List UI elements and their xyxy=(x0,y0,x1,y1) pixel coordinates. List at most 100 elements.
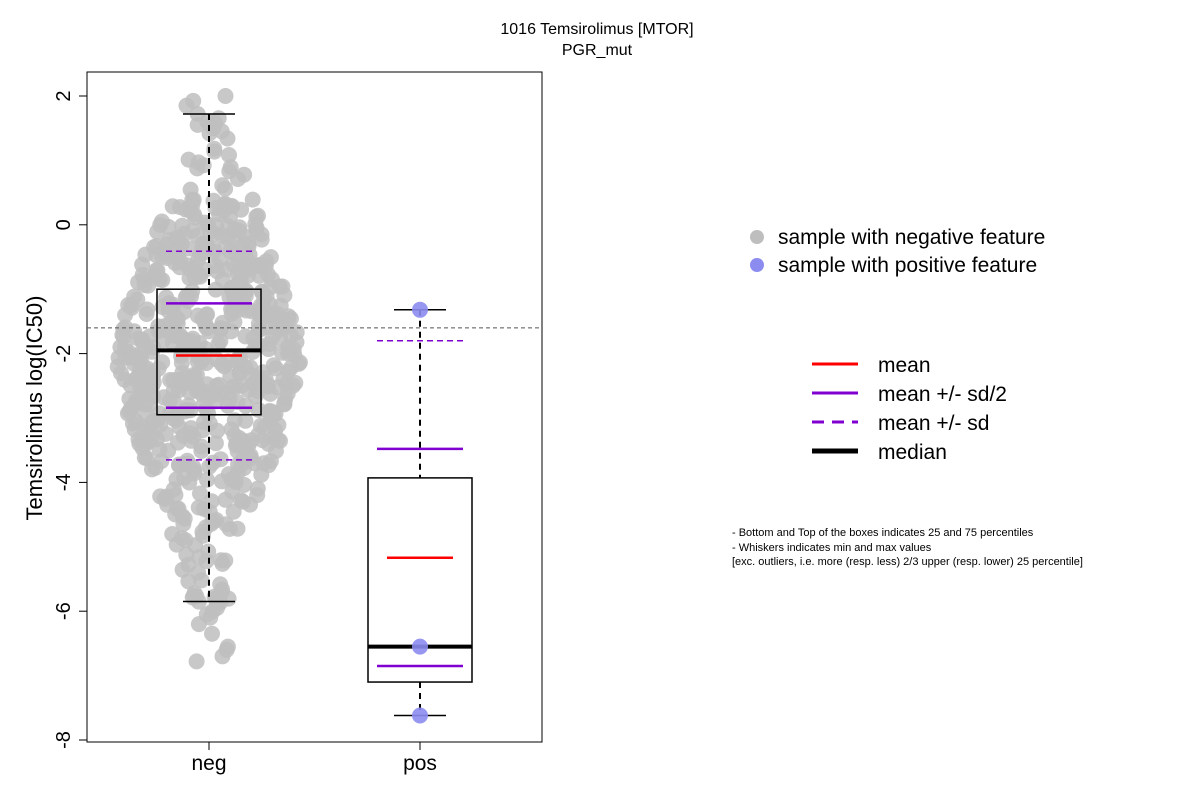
neg-sample-point xyxy=(272,297,289,314)
neg-sample-point xyxy=(195,157,212,174)
neg-sample-point xyxy=(207,435,224,452)
neg-sample-point xyxy=(130,330,147,347)
neg-sample-point xyxy=(176,225,193,242)
neg-sample-point xyxy=(210,376,227,393)
neg-sample-point xyxy=(193,572,210,589)
neg-sample-point xyxy=(172,199,188,216)
legend-point-marker xyxy=(750,258,764,272)
neg-sample-point xyxy=(231,222,248,239)
y-tick-label: -6 xyxy=(53,602,75,620)
neg-sample-point xyxy=(255,455,272,472)
neg-sample-point xyxy=(243,367,259,383)
neg-sample-point xyxy=(200,405,217,422)
neg-sample-point xyxy=(209,263,226,280)
neg-sample-point xyxy=(179,287,196,304)
neg-sample-point xyxy=(214,555,231,572)
neg-sample-point xyxy=(256,419,273,436)
neg-sample-point xyxy=(181,425,198,442)
y-tick-label: 2 xyxy=(53,90,75,101)
legend-line-label: mean +/- sd xyxy=(878,412,989,435)
neg-sample-point xyxy=(180,397,197,414)
neg-sample-point xyxy=(115,328,132,345)
neg-sample-point xyxy=(201,125,218,142)
neg-sample-point xyxy=(193,443,210,459)
neg-sample-point xyxy=(213,123,230,140)
y-tick-label: -4 xyxy=(53,474,75,492)
neg-sample-point xyxy=(188,653,205,670)
neg-sample-point xyxy=(197,261,214,278)
neg-sample-point xyxy=(253,231,270,248)
neg-sample-point xyxy=(178,97,195,114)
neg-sample-point xyxy=(267,443,284,459)
neg-sample-point xyxy=(185,588,202,605)
neg-sample-point xyxy=(204,625,220,642)
plot-area: -8 -6 -4 -2 0 2 neg pos xyxy=(53,71,543,775)
pos-sample-point xyxy=(412,301,428,318)
neg-sample-point xyxy=(135,433,152,450)
legend: sample with negative feature sample with … xyxy=(750,226,1045,464)
neg-sample-point xyxy=(239,382,256,398)
neg-sample-point xyxy=(110,349,127,366)
neg-sample-point xyxy=(232,350,249,367)
neg-sample-point xyxy=(213,473,230,490)
neg-sample-point xyxy=(254,432,271,449)
neg-sample-point xyxy=(224,483,241,500)
neg-sample-point xyxy=(153,453,170,470)
neg-sample-point xyxy=(178,546,195,563)
neg-sample-point xyxy=(148,262,165,279)
neg-sample-point xyxy=(274,278,291,295)
note-line-3: [exc. outliers, i.e. more (resp. less) 2… xyxy=(732,556,1083,568)
y-tick-label: -2 xyxy=(53,345,75,363)
neg-sample-point xyxy=(120,297,137,313)
chart-title: 1016 Temsirolimus [MTOR] xyxy=(500,21,693,38)
neg-sample-point xyxy=(223,280,240,297)
neg-sample-point xyxy=(260,307,277,324)
neg-sample-point xyxy=(258,253,275,270)
legend-point-marker xyxy=(750,230,764,244)
neg-sample-point xyxy=(164,335,181,352)
neg-sample-point xyxy=(201,458,218,475)
neg-sample-point xyxy=(207,393,224,410)
neg-sample-point xyxy=(277,390,294,407)
neg-sample-point xyxy=(258,288,275,305)
neg-sample-point xyxy=(238,302,255,319)
neg-sample-point xyxy=(265,404,282,421)
neg-sample-point xyxy=(233,266,250,282)
neg-sample-point xyxy=(206,143,223,160)
neg-sample-point xyxy=(190,499,207,516)
neg-sample-point xyxy=(283,359,299,376)
neg-sample-point xyxy=(199,471,215,488)
neg-sample-point xyxy=(156,491,173,507)
neg-sample-point xyxy=(126,421,143,438)
neg-sample-point xyxy=(122,377,139,394)
neg-sample-point xyxy=(177,532,194,549)
neg-sample-point xyxy=(184,191,201,208)
neg-sample-point xyxy=(247,216,264,232)
neg-sample-point xyxy=(226,314,243,330)
neg-sample-point xyxy=(217,88,234,104)
neg-sample-point xyxy=(285,377,301,394)
neg-sample-point xyxy=(208,351,225,368)
neg-sample-point xyxy=(280,345,297,362)
legend-line-label: mean +/- sd/2 xyxy=(878,383,1007,406)
note-line-1: - Bottom and Top of the boxes indicates … xyxy=(732,527,1034,539)
neg-sample-point xyxy=(134,256,151,273)
neg-sample-point xyxy=(160,297,177,314)
neg-sample-point xyxy=(221,147,237,163)
neg-sample-point xyxy=(190,616,207,633)
neg-sample-point xyxy=(180,151,197,168)
pos-sample-point xyxy=(412,707,428,724)
neg-sample-point xyxy=(186,206,202,223)
neg-sample-point xyxy=(203,515,220,532)
neg-sample-point xyxy=(181,474,198,491)
neg-sample-point xyxy=(192,485,208,502)
neg-sample-point xyxy=(148,247,165,264)
neg-sample-point xyxy=(174,561,191,578)
y-tick-label: 0 xyxy=(53,219,75,230)
neg-sample-point xyxy=(165,372,182,389)
neg-sample-point xyxy=(237,397,254,414)
neg-sample-point xyxy=(226,471,243,488)
neg-sample-point xyxy=(125,348,142,365)
note-line-2: - Whiskers indicates min and max values xyxy=(732,542,932,554)
